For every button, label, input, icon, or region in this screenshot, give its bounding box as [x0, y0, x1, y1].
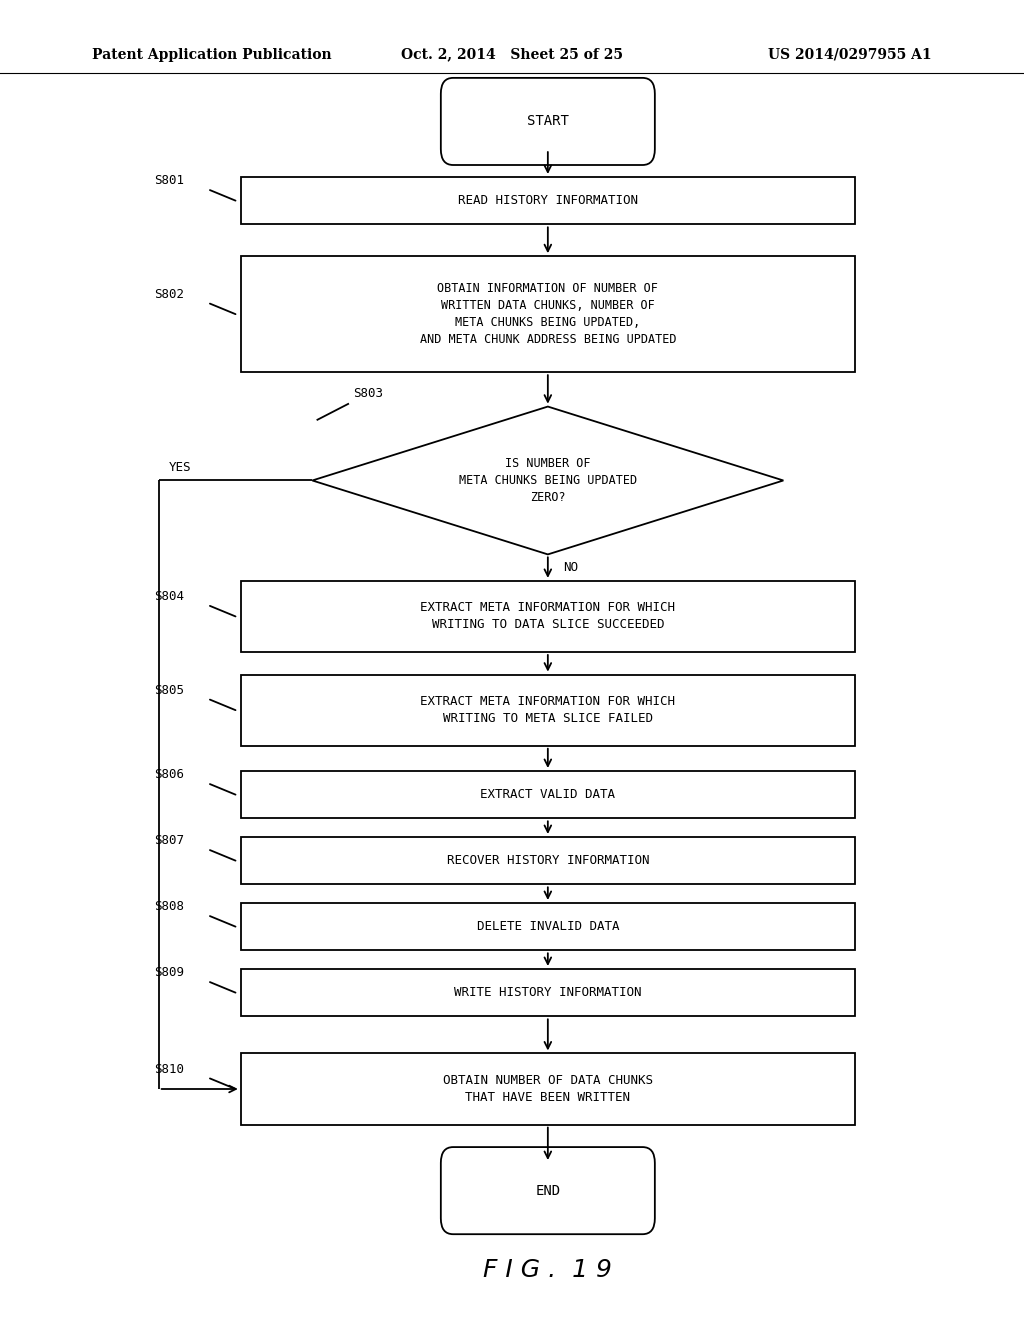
Text: Patent Application Publication: Patent Application Publication [92, 48, 332, 62]
Text: US 2014/0297955 A1: US 2014/0297955 A1 [768, 48, 932, 62]
FancyBboxPatch shape [440, 1147, 655, 1234]
Text: S807: S807 [155, 834, 184, 847]
FancyBboxPatch shape [241, 837, 855, 884]
Text: F I G .  1 9: F I G . 1 9 [483, 1258, 612, 1282]
Text: S810: S810 [155, 1063, 184, 1076]
Text: IS NUMBER OF
META CHUNKS BEING UPDATED
ZERO?: IS NUMBER OF META CHUNKS BEING UPDATED Z… [459, 457, 637, 504]
Text: EXTRACT META INFORMATION FOR WHICH
WRITING TO DATA SLICE SUCCEEDED: EXTRACT META INFORMATION FOR WHICH WRITI… [420, 602, 676, 631]
FancyBboxPatch shape [241, 969, 855, 1016]
Text: Oct. 2, 2014   Sheet 25 of 25: Oct. 2, 2014 Sheet 25 of 25 [401, 48, 623, 62]
Text: S805: S805 [155, 684, 184, 697]
FancyBboxPatch shape [241, 771, 855, 818]
FancyBboxPatch shape [440, 78, 655, 165]
Text: END: END [536, 1184, 560, 1197]
Text: EXTRACT VALID DATA: EXTRACT VALID DATA [480, 788, 615, 801]
Text: OBTAIN INFORMATION OF NUMBER OF
WRITTEN DATA CHUNKS, NUMBER OF
META CHUNKS BEING: OBTAIN INFORMATION OF NUMBER OF WRITTEN … [420, 282, 676, 346]
FancyBboxPatch shape [241, 1053, 855, 1125]
Text: READ HISTORY INFORMATION: READ HISTORY INFORMATION [458, 194, 638, 207]
FancyBboxPatch shape [241, 177, 855, 224]
Text: NO: NO [563, 561, 579, 574]
Text: S809: S809 [155, 966, 184, 979]
Text: S808: S808 [155, 900, 184, 913]
Text: START: START [527, 115, 568, 128]
Text: S806: S806 [155, 768, 184, 781]
FancyBboxPatch shape [241, 675, 855, 746]
FancyBboxPatch shape [241, 581, 855, 652]
Text: YES: YES [169, 461, 191, 474]
Text: S803: S803 [353, 387, 383, 400]
FancyBboxPatch shape [241, 256, 855, 372]
Text: EXTRACT META INFORMATION FOR WHICH
WRITING TO META SLICE FAILED: EXTRACT META INFORMATION FOR WHICH WRITI… [420, 696, 676, 725]
FancyBboxPatch shape [241, 903, 855, 950]
Text: S801: S801 [155, 174, 184, 187]
Text: S804: S804 [155, 590, 184, 603]
Polygon shape [312, 407, 783, 554]
Text: RECOVER HISTORY INFORMATION: RECOVER HISTORY INFORMATION [446, 854, 649, 867]
Text: S802: S802 [155, 288, 184, 301]
Text: DELETE INVALID DATA: DELETE INVALID DATA [476, 920, 620, 933]
Text: WRITE HISTORY INFORMATION: WRITE HISTORY INFORMATION [454, 986, 642, 999]
Text: OBTAIN NUMBER OF DATA CHUNKS
THAT HAVE BEEN WRITTEN: OBTAIN NUMBER OF DATA CHUNKS THAT HAVE B… [442, 1074, 653, 1104]
